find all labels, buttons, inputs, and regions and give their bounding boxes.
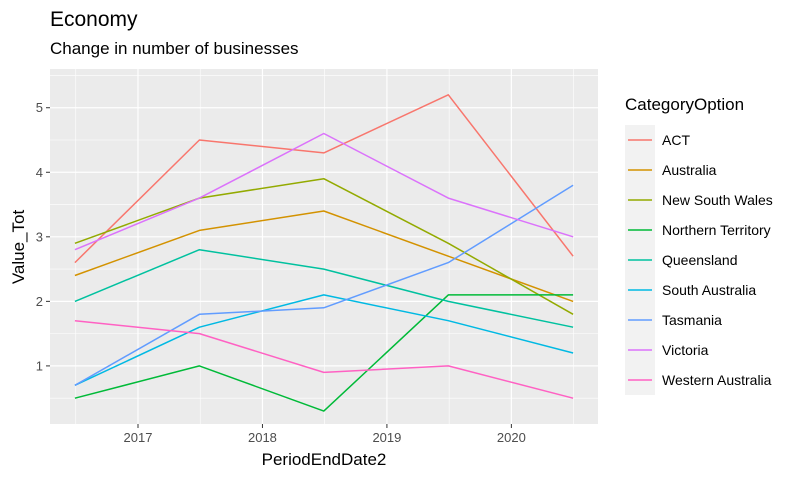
x-axis-ticks: 2017 2018 2019 2020 <box>124 424 526 445</box>
legend-item-tasmania: Tasmania <box>625 305 722 335</box>
series-line-western-australia <box>74 319 574 399</box>
y-tick-label: 5 <box>36 100 43 115</box>
series-line-queensland <box>74 248 574 328</box>
chart-subtitle: Change in number of businesses <box>50 39 299 58</box>
legend-label: Australia <box>662 162 717 178</box>
series-line-new-south-wales <box>74 177 574 315</box>
series-line-tasmania <box>74 184 574 386</box>
legend-item-new-south-wales: New South Wales <box>625 185 773 215</box>
legend: ACT Australia New South Wales Northern Terr… <box>625 125 773 395</box>
series-line-victoria <box>74 132 574 251</box>
y-tick-label: 3 <box>36 229 43 244</box>
x-tick-label: 2019 <box>372 430 401 445</box>
legend-label: New South Wales <box>662 192 773 208</box>
legend-item-western-australia: Western Australia <box>625 365 772 395</box>
y-tick-label: 1 <box>36 358 43 373</box>
legend-label: Tasmania <box>662 312 722 328</box>
legend-item-queensland: Queensland <box>625 245 738 275</box>
series-line-act <box>74 94 574 264</box>
y-tick-label: 2 <box>36 294 43 309</box>
chart-title: Economy <box>50 8 138 31</box>
y-tick-label: 4 <box>36 165 43 180</box>
grid-lines <box>50 69 598 424</box>
y-axis-ticks: 1 2 3 4 5 <box>36 100 50 373</box>
series-lines <box>74 94 574 412</box>
legend-label: Victoria <box>662 342 709 358</box>
legend-item-northern-territory: Northern Territory <box>625 215 771 245</box>
legend-label: South Australia <box>662 282 756 298</box>
y-axis-title: Value_Tot <box>9 210 28 285</box>
series-line-australia <box>74 210 574 303</box>
legend-item-victoria: Victoria <box>625 335 709 365</box>
x-tick-label: 2020 <box>497 430 526 445</box>
legend-item-south-australia: South Australia <box>625 275 756 305</box>
legend-label: ACT <box>662 132 690 148</box>
series-line-northern-territory <box>74 294 574 412</box>
legend-title: CategoryOption <box>625 95 744 114</box>
x-tick-label: 2018 <box>248 430 277 445</box>
legend-label: Western Australia <box>662 372 772 388</box>
series-line-south-australia <box>74 294 574 386</box>
x-axis-title: PeriodEndDate2 <box>262 450 387 469</box>
plot-panel <box>50 69 598 424</box>
x-tick-label: 2017 <box>124 430 153 445</box>
legend-item-act: ACT <box>625 125 690 155</box>
legend-label: Queensland <box>662 252 738 268</box>
legend-label: Northern Territory <box>662 222 771 238</box>
legend-item-australia: Australia <box>625 155 717 185</box>
